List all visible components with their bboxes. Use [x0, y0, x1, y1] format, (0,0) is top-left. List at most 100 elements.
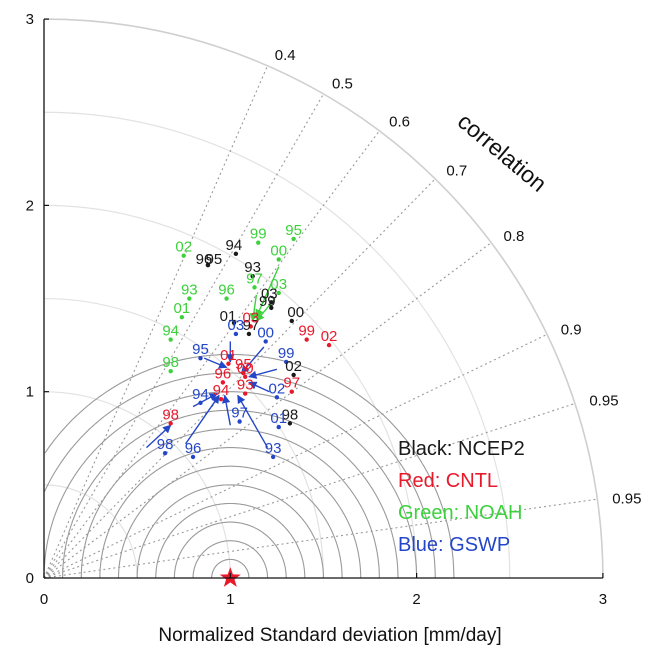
correlation-tick-label: 0.7	[446, 163, 467, 180]
data-point	[274, 395, 280, 400]
rms-contour	[136, 484, 325, 579]
shift-arrow	[192, 392, 218, 408]
data-point	[276, 290, 281, 296]
x-axis-label: Normalized Standard deviation [mm/day]	[158, 625, 501, 646]
data-point	[326, 342, 332, 348]
point-label: 96	[196, 251, 213, 268]
point-label: 94	[162, 323, 179, 340]
legend-entry: Black: NCEP2	[398, 438, 525, 460]
correlation-tick-label: 0.95	[612, 490, 641, 507]
point-label: 99	[298, 323, 315, 340]
correlation-line	[43, 93, 324, 579]
data-point	[270, 454, 276, 460]
data-point	[276, 424, 281, 430]
point-label: 01	[270, 410, 287, 427]
data-point	[168, 421, 173, 426]
data-point	[269, 300, 274, 305]
rms-contour	[44, 353, 455, 578]
shift-arrow	[248, 381, 270, 393]
std-arc	[43, 204, 418, 579]
y-tick-label: 0	[26, 570, 34, 587]
data-point	[233, 251, 239, 257]
data-point	[237, 419, 242, 424]
point-label: 02	[175, 239, 192, 256]
rms-contour	[192, 540, 269, 578]
data-point	[289, 389, 294, 394]
grid-layer	[43, 18, 604, 579]
correlation-tick-label: 0.95	[589, 392, 618, 409]
x-tick-label: 3	[599, 591, 607, 608]
y-tick-label: 2	[26, 197, 34, 214]
point-label: 00	[287, 304, 304, 321]
data-point	[220, 380, 226, 385]
point-label: 98	[282, 406, 299, 423]
rms-contour	[173, 521, 287, 578]
point-label: 94	[213, 382, 230, 399]
data-point	[224, 296, 229, 301]
correlation-tick-label: 0.4	[275, 47, 296, 64]
correlation-tick-label: 0.6	[389, 113, 410, 130]
point-label: 94	[226, 237, 243, 254]
point-label: 01	[220, 308, 237, 325]
point-label: 02	[285, 358, 302, 375]
point-label: 01	[174, 300, 191, 317]
point-label: 97	[231, 405, 248, 422]
data-point	[218, 396, 224, 402]
point-label: 96	[185, 440, 202, 457]
correlation-line	[43, 65, 269, 579]
data-point	[269, 305, 274, 311]
outer-arc	[43, 18, 604, 579]
point-label: 99	[278, 345, 295, 362]
data-point	[205, 262, 211, 268]
std-arc	[43, 111, 511, 579]
data-point	[187, 296, 192, 301]
point-label: 01	[220, 347, 237, 364]
rms-contour	[80, 428, 380, 578]
point-label: 99	[250, 226, 267, 243]
point-label: 93	[237, 377, 254, 394]
shift-arrow	[237, 394, 269, 448]
rms-contour	[117, 465, 343, 578]
point-label: 00	[270, 242, 287, 259]
point-label: 98	[157, 436, 174, 453]
correlation-line	[43, 178, 436, 579]
point-label: 00	[257, 324, 274, 341]
point-label: 97	[246, 270, 263, 287]
point-label: 98	[162, 354, 179, 371]
shift-arrow	[203, 357, 228, 369]
data-point	[243, 391, 248, 396]
data-point	[256, 240, 261, 245]
data-point	[243, 374, 248, 379]
data-point	[231, 320, 237, 325]
data-point	[276, 257, 281, 262]
correlation-tick-label: 0.5	[332, 76, 353, 93]
data-point	[246, 331, 252, 337]
std-arc	[43, 391, 231, 579]
shift-arrow	[185, 394, 220, 445]
rms-contour	[62, 409, 399, 578]
x-tick-label: 1	[226, 591, 234, 608]
point-label: 02	[269, 380, 286, 397]
point-label: 96	[218, 282, 235, 299]
correlation-line	[43, 498, 598, 579]
data-point	[250, 273, 255, 279]
shift-arrow	[249, 294, 258, 322]
data-point	[291, 236, 296, 242]
std-arc	[43, 297, 325, 579]
data-point	[248, 324, 253, 329]
data-point	[233, 331, 239, 337]
data-point	[198, 355, 203, 361]
point-label: 03	[261, 285, 278, 302]
data-point	[287, 421, 293, 426]
data-point	[181, 253, 186, 258]
legend-layer: Black: NCEP2 Red: CNTL Green: NOAH Blue: GS…	[398, 438, 525, 556]
correlation-tick-label: 0.8	[504, 228, 525, 245]
rms-contour	[99, 447, 362, 578]
correlation-line	[43, 333, 548, 579]
y-tick-label: 3	[26, 11, 34, 28]
rms-contour	[155, 502, 306, 578]
point-label: 95	[285, 222, 302, 239]
point-label: 93	[244, 259, 261, 276]
correlation-line	[43, 130, 380, 579]
